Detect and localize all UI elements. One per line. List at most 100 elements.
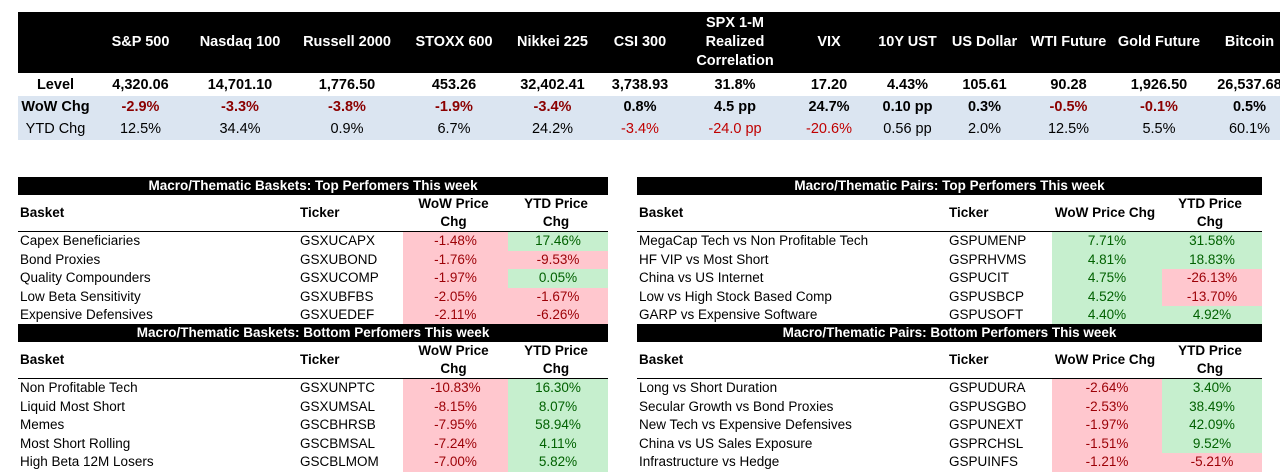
- summary-cell: 60.1%: [1204, 118, 1280, 140]
- col-header-gold-future: Gold Future: [1114, 12, 1204, 73]
- ticker: GSXUBFBS: [300, 288, 374, 304]
- summary-cell: 14,701.10: [207, 76, 273, 93]
- table-row: GARP vs Expensive Software GSPUSOFT 4.40% 4…: [637, 306, 1263, 325]
- summary-cell: -20.6%: [789, 118, 869, 140]
- summary-cell: 4.43%: [886, 76, 929, 93]
- summary-cell: -24.0 pp: [681, 118, 789, 140]
- summary-cell: 0.5%: [1204, 96, 1280, 118]
- summary-corner-cell: [18, 12, 93, 73]
- ticker: GSXUNPTC: [300, 380, 376, 395]
- ticker: GSPUNEXT: [949, 417, 1024, 432]
- ticker: GSXUMSAL: [300, 398, 376, 414]
- summary-cell: 1,776.50: [318, 76, 376, 93]
- basket-name: Most Short Rolling: [20, 435, 131, 451]
- basket-name: Infrastructure vs Hedge: [639, 454, 780, 469]
- spx-corr-line-1: SPX 1-M: [705, 15, 764, 31]
- col-header-nasdaq100: Nasdaq 100: [188, 12, 292, 73]
- basket-name: HF VIP vs Most Short: [639, 251, 769, 267]
- table-row: Long vs Short Duration GSPUDURA -2.64% 3.40…: [637, 378, 1263, 398]
- ticker: GSPUSBCP: [949, 288, 1025, 304]
- basket-name: Non Profitable Tech: [20, 380, 138, 395]
- column-header: WoW Price Chg: [403, 195, 508, 232]
- summary-cell: 26,537.68: [1217, 76, 1280, 93]
- ytd-price-chg: 0.05%: [508, 269, 609, 288]
- table-row: HF VIP vs Most Short GSPRHVMS 4.81% 18.83%: [637, 250, 1263, 269]
- ytd-price-chg: -13.70%: [1162, 287, 1263, 306]
- column-header: YTD Price Chg: [1162, 195, 1263, 232]
- summary-cell: 453.26: [431, 76, 477, 93]
- wow-price-chg: 4.40%: [1052, 306, 1162, 325]
- summary-cell: 5.5%: [1114, 118, 1204, 140]
- table-row: Low Beta Sensitivity GSXUBFBS -2.05% -1.67%: [18, 287, 609, 306]
- table-row: Expensive Defensives GSXUEDEF -2.11% -6.26%: [18, 306, 609, 325]
- wow-price-chg: -2.11%: [403, 306, 508, 325]
- market-summary-table: S&P 500 Nasdaq 100 Russell 2000 STOXX 60…: [18, 12, 1280, 140]
- ytd-price-chg: 3.40%: [1162, 378, 1263, 398]
- ytd-price-chg: 31.58%: [1162, 231, 1263, 251]
- ytd-price-chg: 4.92%: [1162, 306, 1263, 325]
- ticker: GSPUMENP: [949, 233, 1027, 248]
- wow-price-chg: -7.95%: [403, 416, 508, 435]
- ticker: GSXUCOMP: [300, 270, 379, 285]
- ticker: GSPUCIT: [949, 270, 1010, 285]
- summary-header-row: S&P 500 Nasdaq 100 Russell 2000 STOXX 60…: [18, 12, 1280, 73]
- wow-price-chg: -2.64%: [1052, 378, 1162, 398]
- summary-cell: -0.5%: [1023, 96, 1114, 118]
- basket-name: China vs US Internet: [639, 270, 764, 285]
- wow-price-chg: 7.71%: [1052, 231, 1162, 251]
- ticker: GSPUSOFT: [949, 307, 1024, 322]
- col-header-us-dollar: US Dollar: [946, 12, 1023, 73]
- column-header: WoW Price Chg: [403, 342, 508, 379]
- ytd-price-chg: 17.46%: [508, 231, 609, 251]
- column-header: YTD Price Chg: [1162, 342, 1263, 379]
- summary-cell: 4,320.06: [112, 76, 169, 93]
- ytd-price-chg: -5.21%: [1162, 453, 1263, 472]
- summary-row-ytd: YTD Chg 12.5% 34.4% 0.9% 6.7% 24.2% -3.4% -24.0…: [18, 118, 1280, 140]
- basket-name: MegaCap Tech vs Non Profitable Tech: [639, 233, 869, 248]
- table-row: MegaCap Tech vs Non Profitable Tech GSPUM…: [637, 231, 1263, 251]
- summary-row-wow: WoW Chg -2.9% -3.3% -3.8% -1.9% -3.4% 0.8% 4.5 …: [18, 96, 1280, 118]
- table-title: Macro/Thematic Baskets: Top Perfomers Th…: [18, 177, 609, 195]
- wow-price-chg: -8.15%: [403, 397, 508, 416]
- summary-row-label: Level: [36, 76, 75, 93]
- basket-name: Expensive Defensives: [20, 307, 153, 322]
- summary-cell: 6.7%: [402, 118, 506, 140]
- ticker: GSPUSGBO: [949, 398, 1027, 414]
- col-header-nikkei225: Nikkei 225: [506, 12, 599, 73]
- basket-name: Memes: [20, 417, 65, 432]
- col-header-csi300: CSI 300: [599, 12, 681, 73]
- table-row: Low vs High Stock Based Comp GSPUSBCP 4.52…: [637, 287, 1263, 306]
- wow-price-chg: -1.51%: [1052, 434, 1162, 453]
- column-header: YTD Price Chg: [508, 195, 609, 232]
- col-header-vix: VIX: [789, 12, 869, 73]
- column-header: Basket: [637, 195, 947, 232]
- col-header-russell2000: Russell 2000: [292, 12, 402, 73]
- wow-price-chg: -1.97%: [1052, 416, 1162, 435]
- ytd-price-chg: -6.26%: [508, 306, 609, 325]
- table-row: Non Profitable Tech GSXUNPTC -10.83% 16.30%: [18, 378, 609, 398]
- basket-name: Liquid Most Short: [20, 398, 126, 414]
- wow-price-chg: 4.52%: [1052, 287, 1162, 306]
- summary-row-label: WoW Chg: [18, 96, 93, 118]
- ticker: GSPRCHSL: [949, 435, 1024, 451]
- table-row: Secular Growth vs Bond Proxies GSPUSGBO -2…: [637, 397, 1263, 416]
- wow-price-chg: -1.48%: [403, 231, 508, 251]
- column-header: YTD Price Chg: [508, 342, 609, 379]
- basket-name: Quality Compounders: [20, 270, 151, 285]
- baskets-bottom-performers-table: Macro/Thematic Baskets: Bottom Perfomers…: [18, 324, 609, 472]
- column-header: WoW Price Chg: [1052, 195, 1162, 232]
- summary-cell: -3.4%: [599, 118, 681, 140]
- ytd-price-chg: -1.67%: [508, 287, 609, 306]
- wow-price-chg: -2.53%: [1052, 397, 1162, 416]
- summary-cell: -0.1%: [1114, 96, 1204, 118]
- pairs-bottom-performers-table: Macro/Thematic Pairs: Bottom Perfomers T…: [637, 324, 1263, 472]
- column-header: Basket: [18, 342, 298, 379]
- summary-cell: 12.5%: [93, 118, 188, 140]
- ytd-price-chg: 58.94%: [508, 416, 609, 435]
- table-row: Infrastructure vs Hedge GSPUINFS -1.21% -5.…: [637, 453, 1263, 472]
- col-header-bitcoin: Bitcoin: [1204, 12, 1280, 73]
- ticker: GSPUINFS: [949, 454, 1019, 469]
- ticker: GSCBHRSB: [300, 417, 376, 432]
- summary-cell: 31.8%: [714, 76, 756, 93]
- summary-cell: 0.10 pp: [869, 96, 946, 118]
